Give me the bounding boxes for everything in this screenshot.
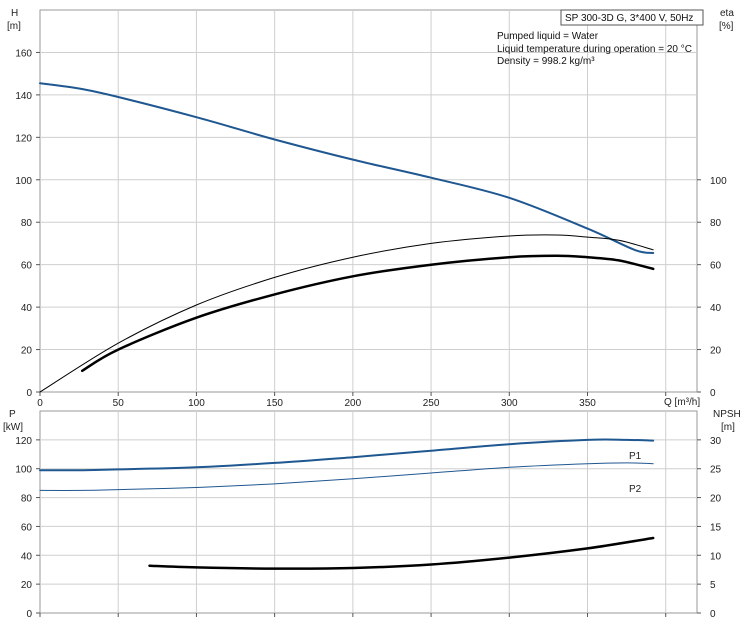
lower-right-tick-label: 15: [710, 522, 722, 533]
series-label-p1: P1: [629, 451, 642, 462]
upper-left-axis-title-1: H: [11, 8, 18, 19]
upper-series: [39, 82, 655, 393]
x-tick-label: 300: [501, 398, 518, 409]
upper-right-tick-label: 60: [710, 261, 722, 272]
x-tick-label: 350: [579, 398, 596, 409]
lower-left-tick-label: 100: [15, 465, 32, 476]
lower-series: [39, 438, 655, 570]
lower-left-tick-label: 20: [21, 580, 33, 591]
lower-right-axis-title-2: [m]: [721, 422, 735, 433]
upper-left-tick-label: 0: [26, 388, 32, 399]
lower-right-tick-label: 30: [710, 436, 722, 447]
x-tick-label: 250: [423, 398, 440, 409]
upper-tick-labels: 0 20 40 60 80 100 120 140 160 0 20 40 60 80 100 0 50 100 1…: [15, 48, 727, 409]
upper-right-tick-label: 20: [710, 346, 722, 357]
series-line-p2: [39, 462, 654, 491]
lower-plot-frame: [39, 410, 698, 614]
x-tick-label: 100: [188, 398, 205, 409]
series-label-p2: P2: [629, 484, 642, 495]
lower-left-tick-label: 60: [21, 522, 33, 533]
upper-left-tick-label: 100: [15, 176, 32, 187]
upper-right-tick-label: 100: [710, 176, 727, 187]
x-tick-label: 200: [345, 398, 362, 409]
lower-left-axis-title-1: P: [9, 409, 16, 420]
upper-left-tick-label: 60: [21, 261, 33, 272]
upper-series-line-2: [39, 234, 654, 393]
upper-left-tick-label: 120: [15, 133, 32, 144]
upper-right-axis-title-1: eta: [720, 8, 734, 19]
lower-left-axis-title-2: [kW]: [3, 422, 23, 433]
upper-left-axis-title-2: [m]: [7, 21, 21, 32]
lower-right-tick-label: 20: [710, 494, 722, 505]
upper-left-tick-label: 140: [15, 91, 32, 102]
upper-right-tick-label: 0: [710, 388, 716, 399]
lower-left-tick-label: 120: [15, 436, 32, 447]
x-axis-title: Q [m³/h]: [664, 397, 700, 408]
title-box: [560, 9, 704, 26]
upper-series-line-1: [39, 82, 655, 254]
lower-grid: [36, 410, 701, 617]
lower-right-axis-title-1: NPSH: [713, 409, 741, 420]
lower-right-tick-label: 10: [710, 551, 722, 562]
lower-left-tick-label: 0: [26, 609, 32, 620]
pump-title: SP 300-3D G, 3*400 V, 50Hz: [565, 13, 693, 24]
upper-left-tick-label: 20: [21, 346, 33, 357]
upper-grid: [36, 9, 701, 396]
info-temperature: Liquid temperature during operation = 20…: [497, 44, 692, 55]
upper-left-tick-label: 80: [21, 218, 33, 229]
info-liquid: Pumped liquid = Water: [497, 31, 599, 42]
x-tick-label: 150: [266, 398, 283, 409]
upper-series-line-3: [80, 254, 655, 373]
upper-left-tick-label: 40: [21, 303, 33, 314]
lower-right-tick-label: 0: [710, 609, 716, 620]
lower-series-line-3: [148, 536, 655, 570]
upper-right-axis-title-2: [%]: [719, 21, 734, 32]
lower-tick-labels: 0 20 40 60 80 100 120 0 5 10 15 20 25 30: [15, 436, 721, 620]
lower-right-tick-label: 5: [710, 580, 716, 591]
x-tick-label: 0: [37, 398, 43, 409]
series-line-p1: [39, 438, 655, 472]
upper-right-tick-label: 80: [710, 218, 722, 229]
lower-left-tick-label: 40: [21, 551, 33, 562]
upper-right-tick-label: 40: [710, 303, 722, 314]
upper-plot-frame: [39, 9, 698, 393]
lower-right-tick-label: 25: [710, 465, 722, 476]
upper-left-tick-label: 160: [15, 48, 32, 59]
x-tick-label: 50: [113, 398, 125, 409]
lower-left-tick-label: 80: [21, 494, 33, 505]
info-density: Density = 998.2 kg/m³: [497, 56, 595, 67]
